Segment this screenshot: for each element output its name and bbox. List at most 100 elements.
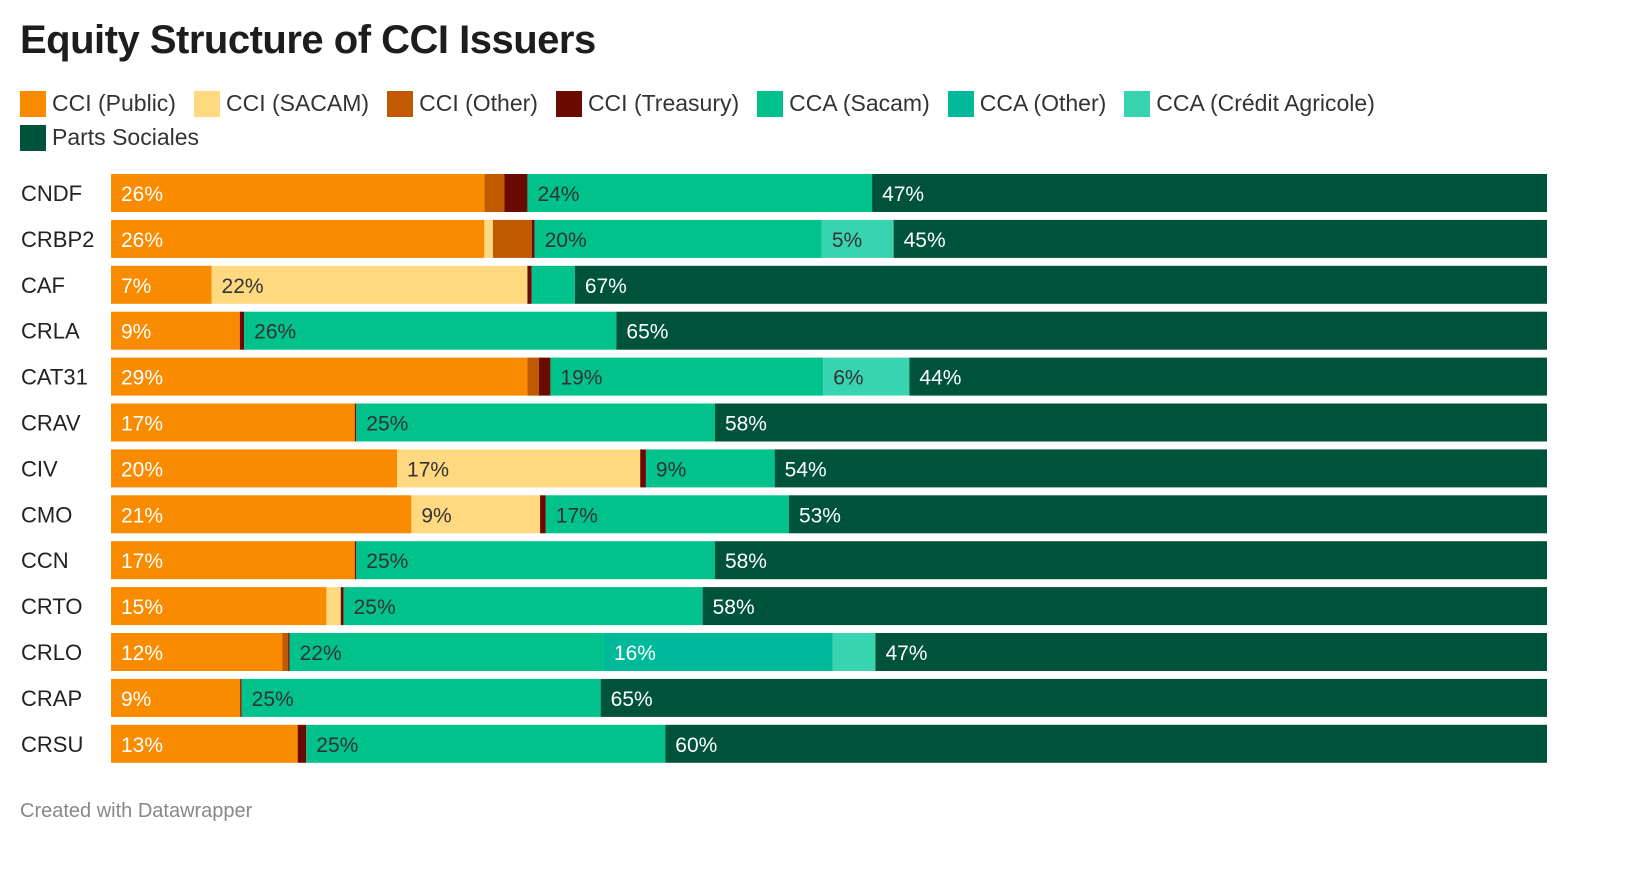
bar-segment	[354, 541, 357, 580]
data-label: 45%	[904, 229, 946, 252]
bar-segment	[540, 495, 546, 534]
bar-segment	[832, 633, 876, 671]
bar-segment	[875, 633, 1547, 671]
data-label: 24%	[537, 183, 579, 206]
bar-segment	[702, 587, 1547, 626]
data-label: 53%	[799, 504, 841, 527]
data-label: 22%	[300, 642, 342, 665]
legend-label: CCA (Other)	[979, 90, 1107, 116]
legend-item: CCA (Crédit Agricole)	[1124, 86, 1375, 120]
bar-segment	[306, 724, 666, 763]
bar-segment	[111, 587, 327, 626]
footer-credit: Created with Datawrapper	[20, 800, 253, 822]
category-label: CIV	[21, 456, 58, 481]
bar-segment	[211, 265, 528, 304]
data-label: 65%	[626, 321, 668, 344]
bar-segment	[111, 265, 212, 304]
data-label: 15%	[121, 596, 163, 619]
bar-segment	[354, 403, 357, 442]
bar-segment	[788, 495, 1547, 534]
data-label: 25%	[316, 734, 358, 757]
data-label: 17%	[407, 458, 449, 481]
data-label: 25%	[252, 688, 294, 711]
bar-segment	[600, 678, 1547, 717]
data-label: 17%	[121, 550, 163, 573]
bar-segment	[714, 403, 1547, 442]
legend: CCI (Public) CCI (SACAM) CCI (Other) CCI (T…	[20, 86, 1510, 154]
data-label: 58%	[725, 413, 767, 436]
data-label: 7%	[121, 275, 151, 298]
data-label: 19%	[560, 367, 602, 390]
data-label: 60%	[675, 734, 717, 757]
legend-label: CCI (Public)	[52, 90, 176, 116]
bar-segment	[909, 357, 1547, 396]
bar-segment	[550, 357, 824, 396]
bar-segment	[484, 219, 493, 258]
legend-item: CCA (Other)	[947, 86, 1107, 120]
legend-swatch	[1124, 91, 1151, 117]
data-label: 22%	[222, 275, 264, 298]
legend-item: CCI (Public)	[20, 86, 176, 120]
data-label: 9%	[421, 504, 451, 527]
bar-segment	[821, 219, 894, 258]
bar-segment	[665, 724, 1547, 763]
bar-segment	[111, 403, 355, 442]
legend-item: Parts Sociales	[20, 120, 199, 154]
bar-segment	[397, 449, 641, 488]
bar-segment	[111, 678, 241, 717]
data-label: 25%	[354, 596, 396, 619]
bar-segment	[244, 311, 617, 350]
bar-segment	[356, 403, 715, 442]
category-label: CCN	[21, 548, 69, 573]
bar-segment	[531, 219, 535, 258]
data-label: 20%	[121, 458, 163, 481]
data-label: 26%	[121, 229, 163, 252]
bar-segment	[282, 633, 289, 671]
data-label: 13%	[121, 734, 163, 757]
category-label: CRLO	[21, 640, 82, 665]
data-label: 9%	[121, 688, 151, 711]
legend-item: CCI (SACAM)	[193, 86, 370, 120]
bar-segment	[492, 219, 532, 258]
bar-segment	[893, 219, 1547, 258]
bar-segment	[574, 265, 1547, 304]
bar-segment	[343, 587, 703, 626]
legend-swatch	[20, 125, 46, 151]
bar-segment	[504, 174, 528, 212]
data-label: 12%	[121, 642, 163, 665]
bar-segment	[326, 587, 341, 626]
bar-segment	[603, 633, 833, 671]
bar-segment	[484, 174, 505, 212]
legend-label: CCA (Crédit Agricole)	[1156, 90, 1375, 116]
data-label: 65%	[611, 688, 653, 711]
bar-segment	[241, 678, 601, 717]
data-label: 58%	[713, 596, 755, 619]
legend-swatch	[555, 91, 582, 117]
bar-segment	[640, 449, 646, 488]
legend-label: CCI (SACAM)	[225, 90, 370, 116]
bar-segment	[531, 265, 575, 304]
legend-label: CCI (Treasury)	[587, 90, 740, 116]
bar-segment	[527, 265, 532, 304]
bar-segment	[240, 678, 242, 717]
data-label: 20%	[545, 229, 587, 252]
data-label: 25%	[366, 550, 408, 573]
category-label: CRSU	[21, 732, 83, 757]
data-label: 5%	[832, 229, 862, 252]
data-label: 47%	[882, 183, 924, 206]
data-label: 9%	[656, 458, 686, 481]
bar-segment	[111, 174, 485, 212]
bar-segment	[714, 541, 1547, 580]
bar-segment	[111, 541, 355, 580]
bar-segment	[774, 449, 1547, 488]
legend-swatch	[193, 91, 220, 117]
data-label: 21%	[121, 504, 163, 527]
chart-title: Equity Structure of CCI Issuers	[20, 18, 596, 62]
legend-item: CCI (Other)	[387, 86, 538, 120]
category-label: CNDF	[21, 181, 82, 206]
bar-segment	[239, 311, 245, 350]
bar-segment	[111, 495, 412, 534]
data-label: 54%	[785, 458, 827, 481]
legend-label: CCI (Other)	[419, 90, 538, 116]
